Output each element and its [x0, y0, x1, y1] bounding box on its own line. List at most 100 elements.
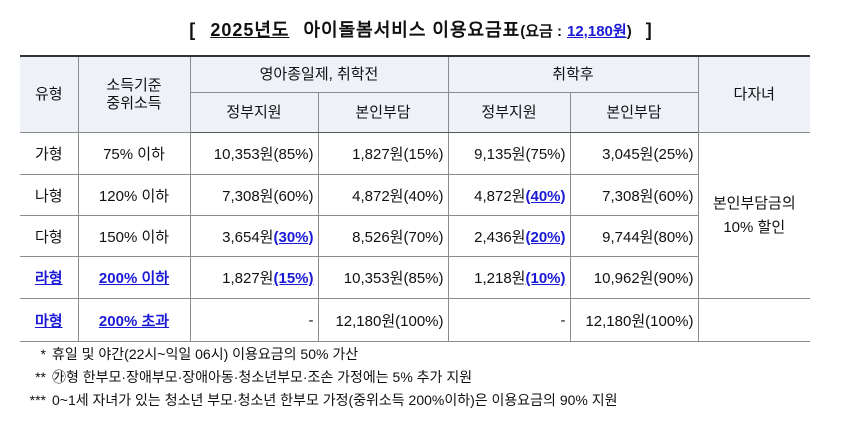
amount: 1,827원 [222, 270, 274, 287]
table-row: 라형 200% 이하 1,827원(15%) 10,353원(85%) 1,21… [20, 256, 810, 299]
title-open-bracket: [ [189, 20, 197, 40]
percent: (100%) [645, 312, 694, 330]
title-fee-label: (요금 : [520, 23, 562, 40]
row-income: 120% 이하 [77, 174, 191, 216]
row-post-self: 3,045원(25%) [569, 132, 699, 175]
row-income-highlighted: 200% 초과 [98, 312, 170, 330]
amount: 9,744원 [602, 228, 654, 246]
row-income: 150% 이하 [77, 215, 191, 257]
row-pre-gov: 1,827원(15%) [189, 256, 319, 299]
row-pre-gov: 7,308원(60%) [189, 174, 319, 216]
row-income: 200% 이하 [77, 256, 191, 299]
amount: 4,872원 [352, 187, 404, 205]
multi-child-empty-cell [697, 298, 810, 342]
amount: 10,353원 [343, 270, 404, 287]
header-multi-child: 다자녀 [697, 55, 810, 133]
percent: (70%) [403, 228, 444, 246]
table-row: 가형 75% 이하 10,353원(85%) 1,827원(15%) 9,135… [20, 132, 810, 299]
amount: 9,135원 [474, 146, 526, 163]
title-close-bracket: ] [645, 20, 653, 40]
footnote-mark: ** [35, 369, 46, 385]
footnote-mark: *** [29, 392, 46, 408]
percent-highlighted: (15%) [273, 270, 314, 287]
amount: - [308, 311, 314, 329]
row-post-self: 12,180원(100%) [569, 298, 699, 342]
percent: (15%) [403, 146, 444, 163]
amount: 7,308원 [222, 187, 274, 205]
row-type: 나형 [20, 174, 79, 216]
row-type: 가형 [20, 132, 79, 175]
header-group-school: 취학후 [447, 55, 699, 93]
footnote-text: ㉮형 한부모·장애부모·장애아동·청소년부모·조손 가정에는 5% 추가 지원 [52, 369, 473, 385]
percent: (80%) [653, 228, 694, 246]
row-post-self: 7,308원(60%) [569, 174, 698, 216]
page-title: [ 2025년도 아이돌봄서비스 이용요금표(요금 : 12,180원) ] [0, 16, 842, 46]
percent-highlighted: (30%) [273, 228, 314, 246]
footnote-mark: * [40, 346, 46, 362]
amount: 4,872원 [474, 187, 526, 205]
row-pre-gov: - [189, 298, 319, 342]
footnote: ** ㉮형 한부모·장애부모·장애아동·청소년부모·조손 가정에는 5% 추가 지… [18, 366, 618, 389]
row-pre-self: 8,526원(70%) [317, 215, 449, 257]
header-income-line2: 중위소득 [106, 94, 162, 112]
title-year: 2025년도 [210, 20, 290, 40]
percent: (85%) [273, 146, 314, 163]
row-pre-self: 1,827원(15%) [317, 132, 449, 175]
amount: 10,962원 [593, 270, 654, 287]
table-row: 나형 120% 이하 7,308원(60%) 4,872원(40%) 4,872… [20, 174, 810, 216]
amount: 12,180원 [585, 312, 646, 330]
percent-highlighted: (40%) [525, 187, 566, 205]
header-type: 유형 [20, 55, 79, 133]
row-type: 다형 [20, 215, 79, 257]
footnote: * 휴일 및 야간(22시~익일 06시) 이용요금의 50% 가산 [18, 343, 618, 366]
row-income: 200% 초과 [77, 298, 191, 342]
row-pre-self: 12,180원(100%) [317, 298, 449, 342]
percent: (100%) [395, 312, 444, 330]
header-post-self-pay: 본인부담 [569, 92, 698, 133]
row-post-gov: 1,218원(10%) [447, 256, 571, 299]
footnote-text: 0~1세 자녀가 있는 청소년 부모·청소년 한부모 가정(중위소득 200%이… [52, 392, 618, 408]
amount: 1,827원 [352, 146, 404, 163]
header-income-line1: 소득기준 [106, 76, 162, 94]
amount: - [560, 311, 566, 329]
multi-child-discount-line2: 10% 할인 [723, 218, 786, 236]
header-income: 소득기준 중위소득 [77, 55, 191, 133]
row-income-highlighted: 200% 이하 [98, 270, 170, 287]
row-pre-self: 10,353원(85%) [317, 256, 449, 299]
row-pre-gov: 3,654원(30%) [189, 215, 319, 257]
amount: 2,436원 [474, 228, 526, 246]
amount: 12,180원 [335, 312, 396, 330]
multi-child-discount-line1: 본인부담금의 [712, 194, 796, 212]
fee-table: 유형 소득기준 중위소득 영아종일제, 취학전 취학후 다자녀 정부지원 본인부… [20, 55, 810, 342]
percent: (60%) [653, 187, 694, 205]
footnote: *** 0~1세 자녀가 있는 청소년 부모·청소년 한부모 가정(중위소득 20… [18, 389, 618, 412]
percent: (85%) [403, 270, 444, 287]
amount: 7,308원 [602, 187, 654, 205]
row-post-gov: - [447, 298, 571, 342]
percent: (25%) [653, 146, 694, 163]
title-service: 아이돌봄서비스 이용요금표 [303, 20, 521, 40]
row-type: 라형 [20, 256, 79, 299]
percent: (90%) [653, 270, 694, 287]
amount: 3,654원 [222, 228, 274, 246]
footnotes: * 휴일 및 야간(22시~익일 06시) 이용요금의 50% 가산 ** ㉮형 한… [18, 343, 618, 412]
header-row-groups: 유형 소득기준 중위소득 영아종일제, 취학전 취학후 다자녀 [20, 55, 810, 133]
row-type: 마형 [20, 298, 79, 342]
multi-child-discount: 본인부담금의 10% 할인 [697, 132, 810, 299]
row-post-self: 10,962원(90%) [569, 256, 698, 299]
percent: (40%) [403, 187, 444, 205]
row-post-gov: 4,872원(40%) [447, 174, 571, 216]
percent-highlighted: (20%) [525, 228, 566, 246]
row-pre-gov: 10,353원(85%) [189, 132, 319, 175]
amount: 10,353원 [213, 146, 274, 163]
header-post-gov-support: 정부지원 [447, 92, 571, 133]
title-fee-value: 12,180원 [567, 23, 627, 40]
percent: (75%) [525, 146, 566, 163]
footnote-text: 휴일 및 야간(22시~익일 06시) 이용요금의 50% 가산 [52, 346, 359, 362]
row-pre-self: 4,872원(40%) [317, 174, 449, 216]
header-pre-gov-support: 정부지원 [190, 92, 319, 133]
row-post-gov: 9,135원(75%) [447, 132, 571, 175]
amount: 8,526원 [352, 228, 404, 246]
header-group-preschool: 영아종일제, 취학전 [189, 55, 449, 93]
